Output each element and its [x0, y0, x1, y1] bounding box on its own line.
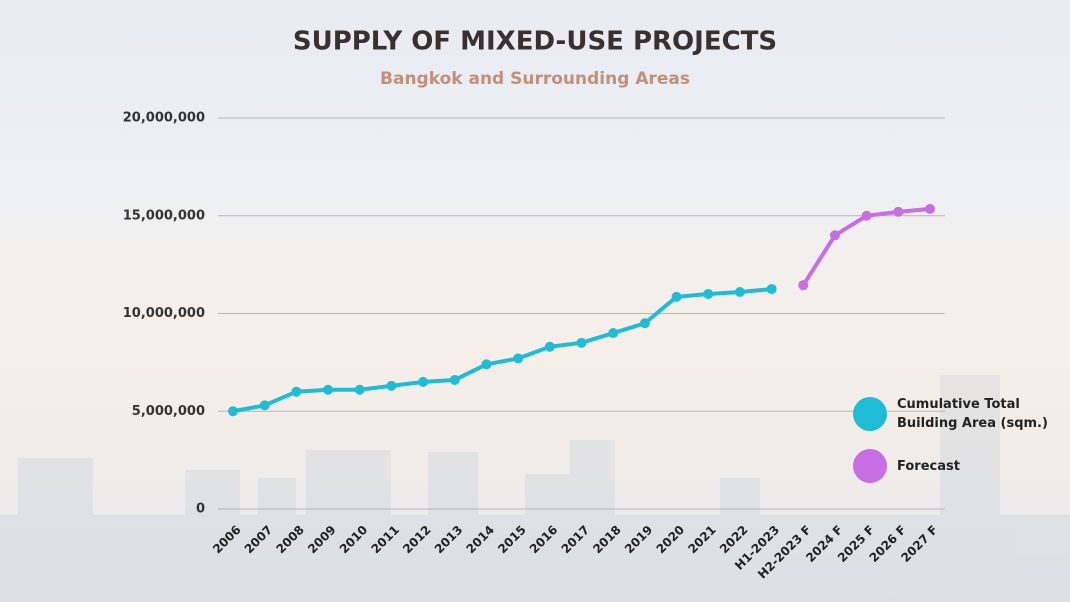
data-point: [449, 374, 460, 385]
data-point: [925, 203, 935, 214]
data-point: [734, 286, 745, 297]
legend-marker: [853, 449, 887, 483]
data-point: [576, 337, 587, 348]
data-point: [544, 341, 555, 352]
data-point: [354, 384, 365, 395]
data-point: [639, 318, 650, 329]
data-point: [608, 328, 619, 339]
legend-marker: [853, 397, 887, 431]
data-point: [766, 284, 777, 295]
data-point: [228, 406, 238, 417]
legend-label: Cumulative Total Building Area (sqm.): [897, 397, 1048, 431]
data-point: [418, 376, 429, 387]
data-point: [703, 288, 714, 299]
legend-item: Cumulative Total Building Area (sqm.): [853, 395, 1052, 433]
data-point: [829, 230, 840, 241]
data-point: [386, 380, 397, 391]
data-point: [893, 206, 904, 217]
y-tick-label: 5,000,000: [132, 404, 205, 419]
y-tick-label: 15,000,000: [123, 208, 205, 223]
legend-item: Forecast: [853, 449, 1052, 483]
data-point: [323, 384, 334, 395]
data-point: [481, 359, 492, 370]
data-point: [861, 210, 872, 221]
data-point: [291, 386, 302, 397]
y-tick-label: 0: [196, 502, 205, 517]
y-tick-label: 20,000,000: [123, 111, 205, 126]
chart-subtitle: Bangkok and Surrounding Areas: [380, 69, 690, 89]
chart-title: SUPPLY OF MIXED-USE PROJECTS: [293, 27, 777, 57]
series-line: [232, 287, 772, 414]
skyline-background: [0, 375, 1070, 602]
data-point: [259, 400, 270, 411]
legend-label: Forecast: [897, 458, 960, 474]
y-tick-label: 10,000,000: [123, 306, 205, 321]
data-point: [513, 353, 524, 364]
data-point: [798, 280, 809, 291]
data-point: [671, 291, 682, 302]
